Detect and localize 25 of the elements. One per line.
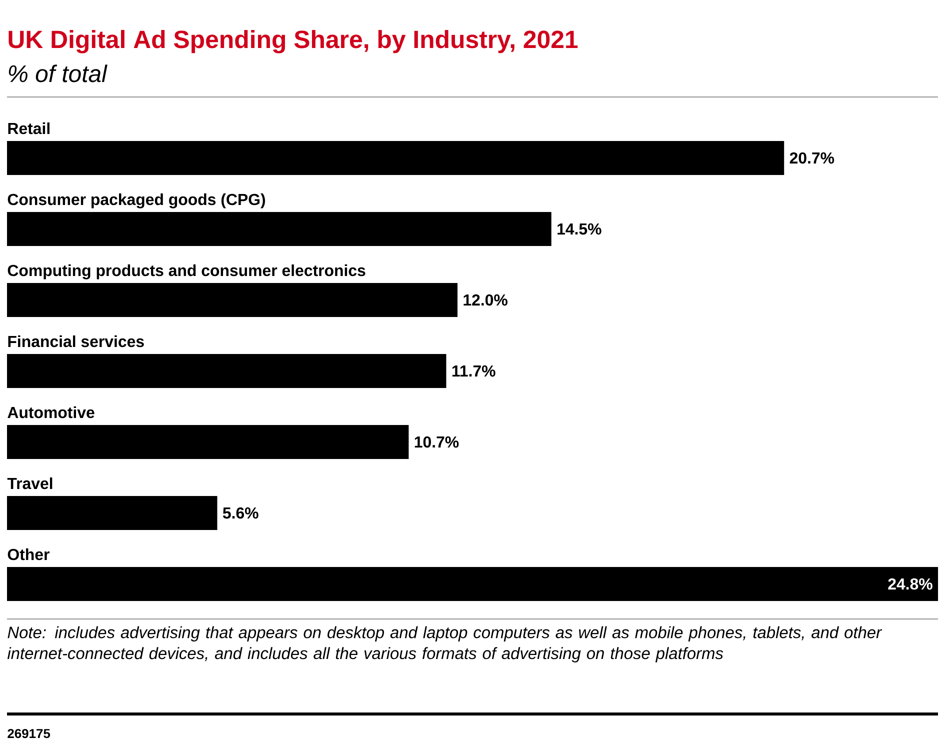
- bar: [7, 424, 409, 459]
- y-tick-label: Retail: [8, 122, 50, 134]
- bar: [7, 354, 446, 388]
- data-label: 11.7%: [452, 365, 496, 377]
- y-tick-label: Computing products and consumer electronics: [8, 264, 366, 280]
- data-label: 14.5%: [558, 223, 602, 235]
- y-tick-label: Consumer packaged goods (CPG): [8, 193, 266, 208]
- data-label: 12.0%: [464, 294, 508, 306]
- chart-subtitle: % of total: [8, 64, 108, 82]
- y-tick-label: Other: [8, 548, 50, 560]
- bar: [7, 496, 218, 530]
- data-label: 20.7%: [790, 152, 834, 164]
- bar: [7, 212, 552, 246]
- bar: [7, 282, 458, 317]
- chart-title: UK Digital Ad Spending Share, by Industry, 2021: [8, 30, 578, 54]
- bar: [7, 566, 938, 601]
- data-label: 10.7%: [414, 436, 459, 448]
- y-tick-label: Automotive: [8, 406, 94, 418]
- data-label: 24.8%: [888, 578, 932, 590]
- data-label: 5.6%: [222, 507, 258, 519]
- text: Note: includes advertising that appears on desktop and laptop computers as well as mobile phones, tablets, and other internet-connected devices, and includes all the various formats of advertising on those platforms: [7, 626, 882, 662]
- y-tick-label: Travel: [7, 477, 52, 490]
- text: 269175: [8, 728, 50, 738]
- y-tick-label: Financial services: [8, 335, 144, 348]
- bar: [7, 140, 784, 175]
